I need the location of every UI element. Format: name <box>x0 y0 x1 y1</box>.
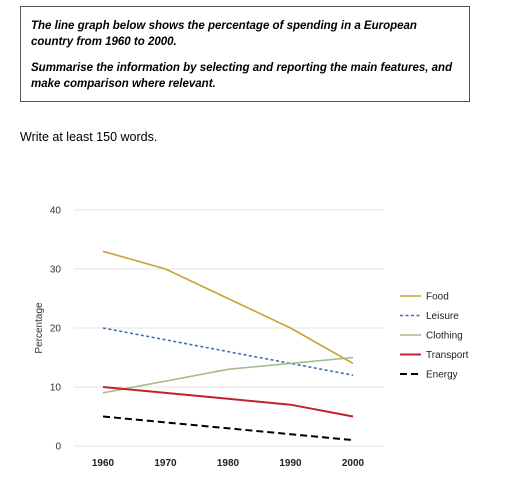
y-tick-label: 20 <box>50 324 62 335</box>
legend-label-energy: Energy <box>426 370 458 381</box>
task-requirements: Summarise the information by selecting a… <box>31 62 453 90</box>
y-tick-label: 10 <box>50 383 62 394</box>
series-line-energy <box>102 415 354 442</box>
y-axis-label: Percentage <box>34 302 45 354</box>
series-line-clothing <box>102 356 354 394</box>
x-tick-label: 1970 <box>154 458 177 469</box>
x-tick-label: 2000 <box>342 458 365 469</box>
y-tick-label: 30 <box>50 265 62 276</box>
x-tick-label: 1980 <box>217 458 240 469</box>
x-tick-label: 1990 <box>279 458 302 469</box>
series-line-leisure <box>102 327 354 376</box>
word-count-instruction: Write at least 150 words. <box>20 130 158 144</box>
legend-label-food: Food <box>426 292 449 303</box>
x-tick-label: 1960 <box>92 458 115 469</box>
legend-label-transport: Transport <box>426 350 469 361</box>
y-tick-label: 40 <box>50 206 62 217</box>
task-prompt-box: The line graph below shows the percentag… <box>20 6 470 102</box>
series-line-transport <box>102 386 354 418</box>
y-tick-label: 0 <box>55 442 61 453</box>
task-description: The line graph below shows the percentag… <box>31 20 417 48</box>
legend-label-leisure: Leisure <box>426 311 459 322</box>
legend-label-clothing: Clothing <box>426 331 463 342</box>
series-line-food <box>102 250 354 365</box>
